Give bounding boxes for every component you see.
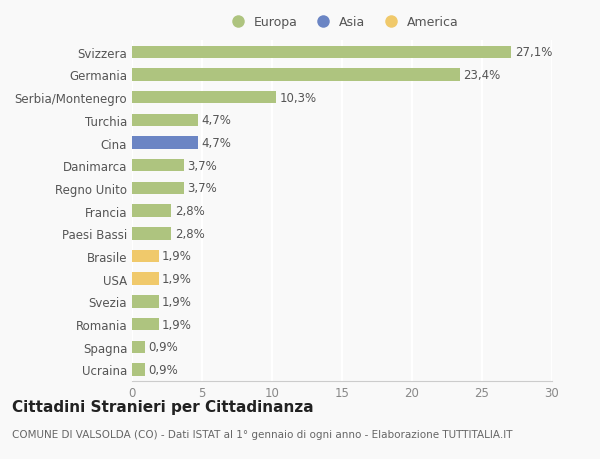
Bar xyxy=(132,160,184,172)
Bar xyxy=(132,318,158,330)
Bar xyxy=(132,137,198,150)
Bar xyxy=(132,273,158,285)
Text: 0,9%: 0,9% xyxy=(148,341,178,353)
Text: 1,9%: 1,9% xyxy=(162,250,192,263)
Text: 3,7%: 3,7% xyxy=(187,182,217,195)
Text: 23,4%: 23,4% xyxy=(463,69,500,82)
Bar xyxy=(132,46,511,59)
Text: 1,9%: 1,9% xyxy=(162,318,192,331)
Bar xyxy=(132,205,171,218)
Bar xyxy=(132,250,158,263)
Text: COMUNE DI VALSOLDA (CO) - Dati ISTAT al 1° gennaio di ogni anno - Elaborazione T: COMUNE DI VALSOLDA (CO) - Dati ISTAT al … xyxy=(12,429,512,439)
Text: 1,9%: 1,9% xyxy=(162,273,192,285)
Bar xyxy=(132,69,460,82)
Text: 4,7%: 4,7% xyxy=(202,137,231,150)
Text: 2,8%: 2,8% xyxy=(175,205,205,218)
Text: 3,7%: 3,7% xyxy=(187,159,217,172)
Bar xyxy=(132,114,198,127)
Text: 4,7%: 4,7% xyxy=(202,114,231,127)
Text: Cittadini Stranieri per Cittadinanza: Cittadini Stranieri per Cittadinanza xyxy=(12,399,314,414)
Bar xyxy=(132,364,145,376)
Bar xyxy=(132,228,171,240)
Bar xyxy=(132,182,184,195)
Text: 1,9%: 1,9% xyxy=(162,295,192,308)
Text: 27,1%: 27,1% xyxy=(515,46,552,59)
Text: 10,3%: 10,3% xyxy=(280,91,317,104)
Text: 0,9%: 0,9% xyxy=(148,363,178,376)
Bar xyxy=(132,92,276,104)
Bar xyxy=(132,296,158,308)
Bar xyxy=(132,341,145,353)
Legend: Europa, Asia, America: Europa, Asia, America xyxy=(223,14,461,32)
Text: 2,8%: 2,8% xyxy=(175,227,205,240)
